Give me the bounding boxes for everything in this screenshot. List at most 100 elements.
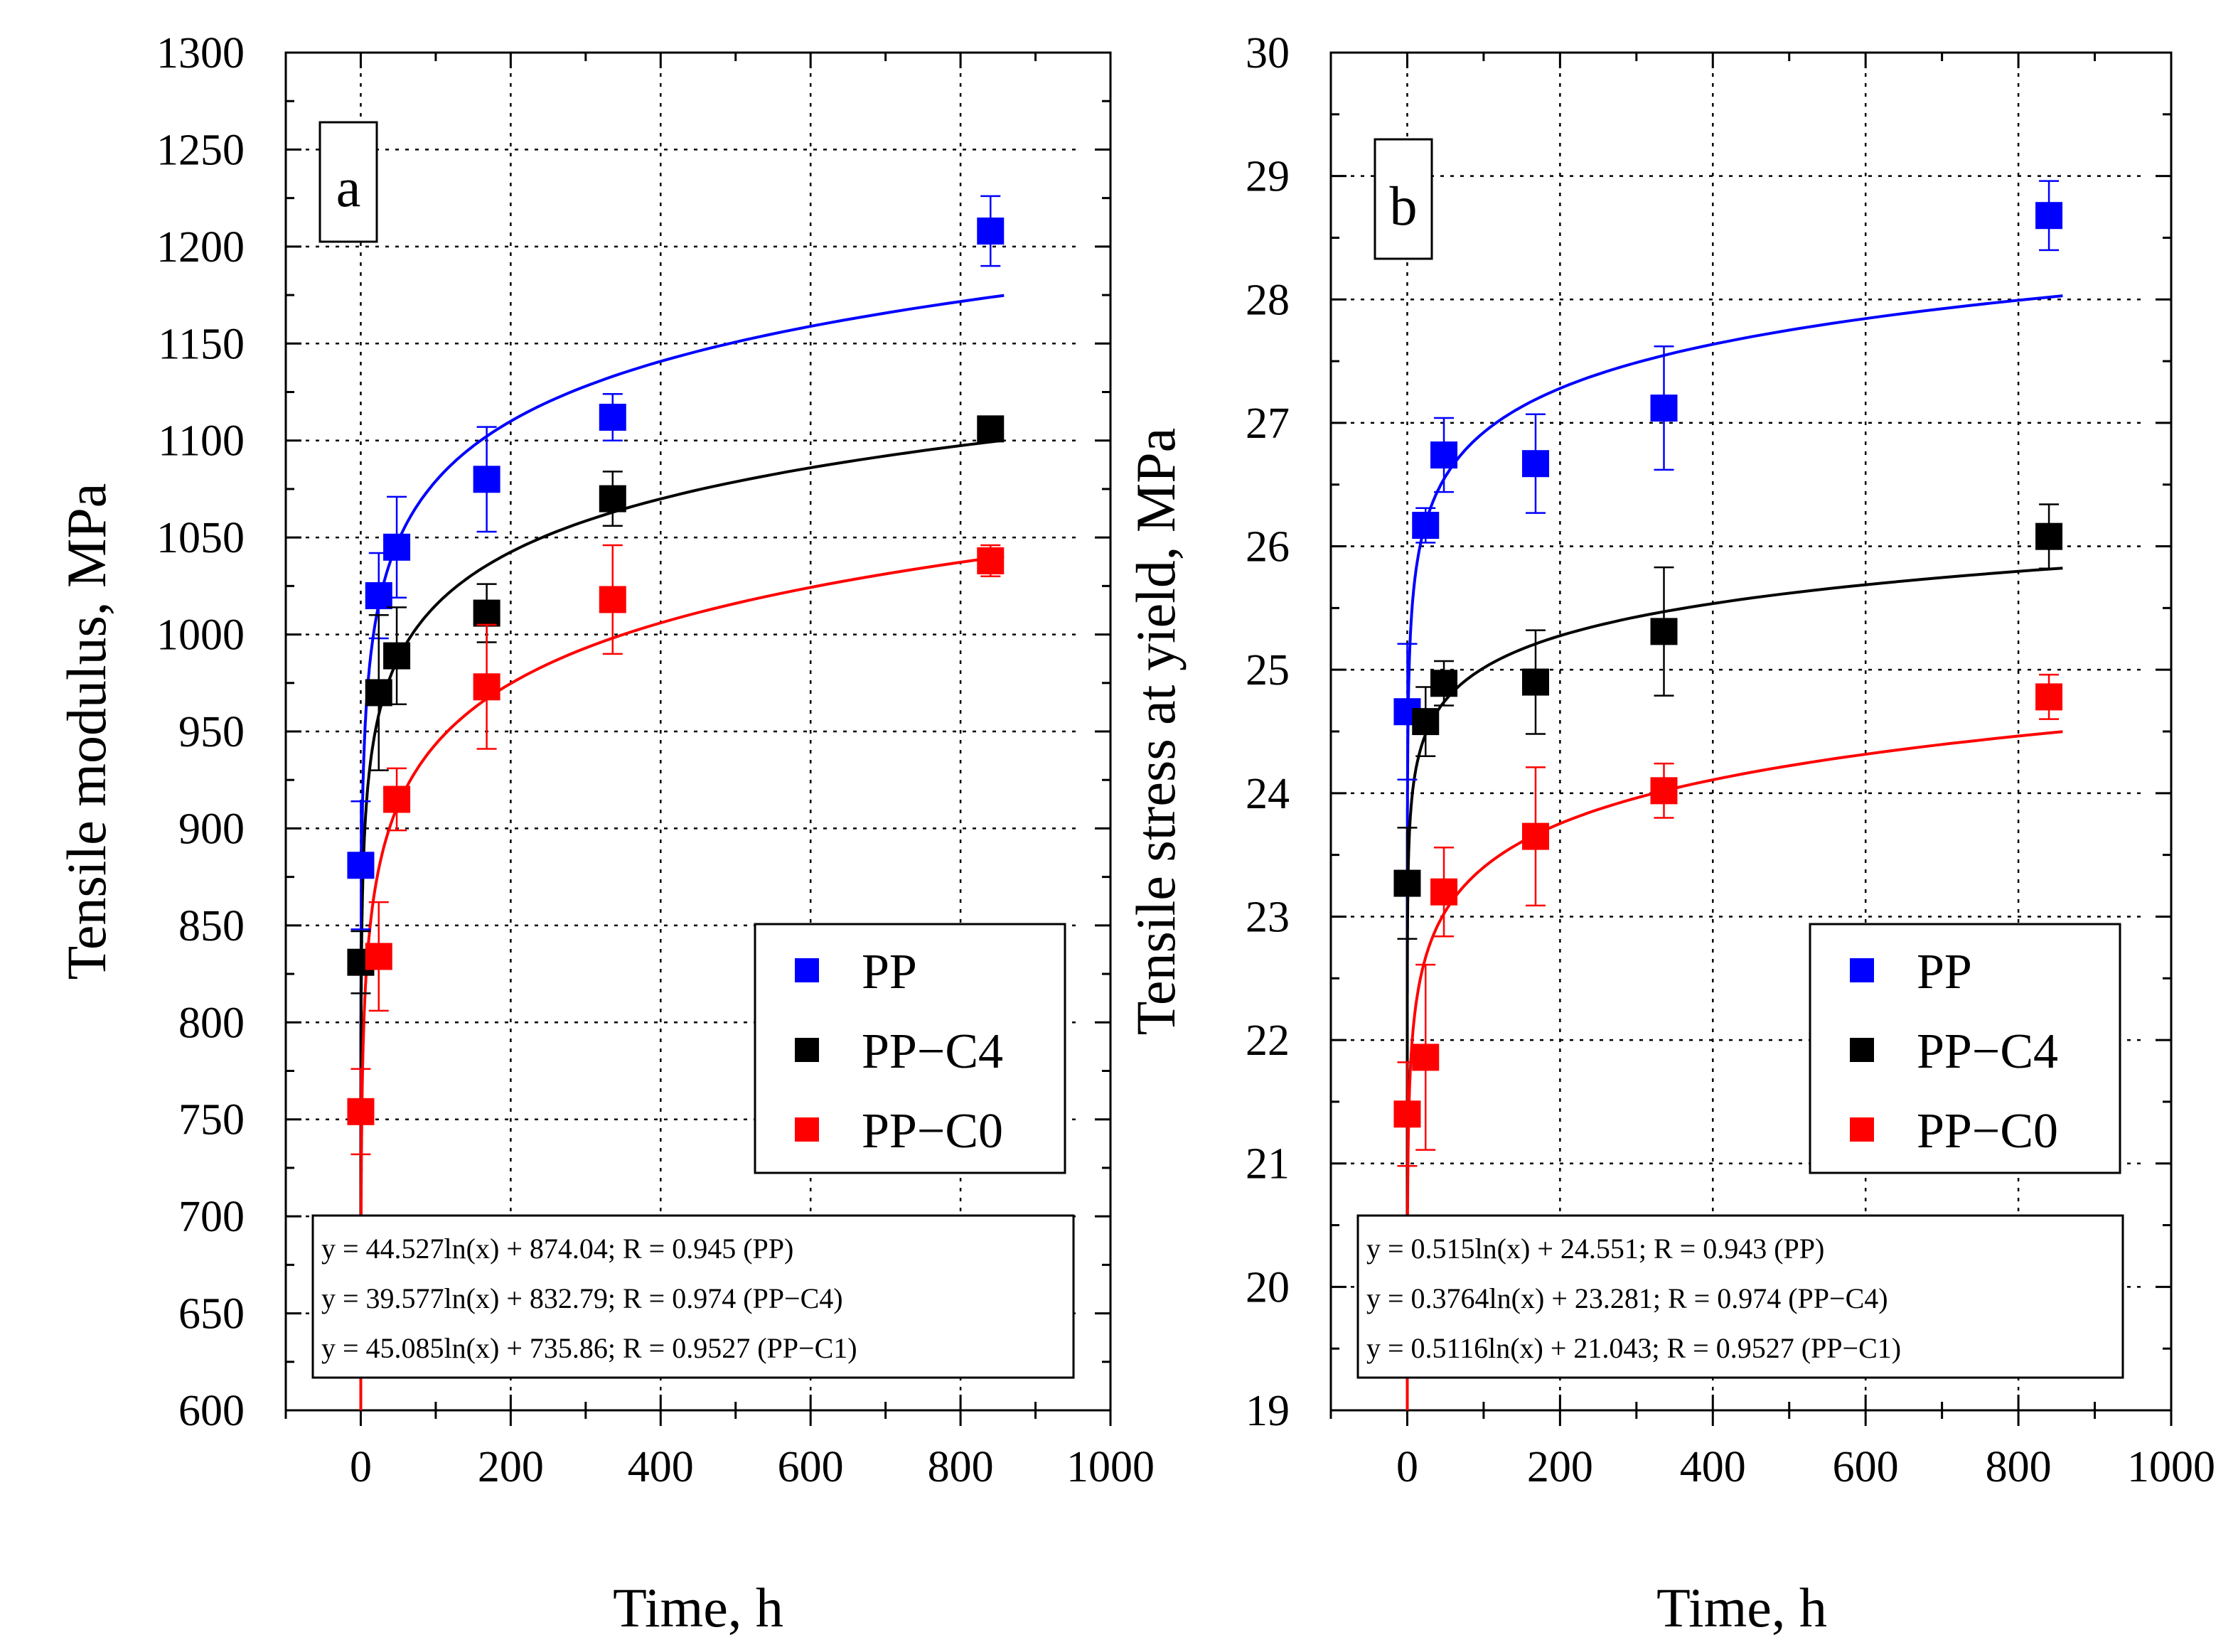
data-point xyxy=(1521,822,1549,850)
data-point xyxy=(383,785,411,813)
y-tick-label: 600 xyxy=(178,1387,245,1435)
gridlines xyxy=(286,53,1082,1410)
data-point xyxy=(1430,441,1458,469)
data-point xyxy=(1650,777,1678,805)
x-tick-label: 1000 xyxy=(1066,1443,1155,1491)
data-point xyxy=(1412,708,1440,736)
panel-label-box: b xyxy=(1374,138,1433,260)
data-point xyxy=(383,533,411,561)
y-tick-label: 800 xyxy=(178,999,245,1047)
y-tick-label: 30 xyxy=(1246,29,1290,77)
equation-box xyxy=(311,1214,1075,1379)
data-point xyxy=(599,586,626,613)
equations: y = 0.515ln(x) + 24.551; R = 0.943 (PP) y… xyxy=(1366,1233,1901,1364)
legend-swatch xyxy=(1850,1117,1874,1142)
axis-ticks: 600 650 700 750 800 850 900 950 1000 1050 1100 1150… xyxy=(156,29,1155,1491)
plot-frame xyxy=(1329,51,2173,1412)
y-axis-title: Tensile modulus, MPa xyxy=(55,483,117,980)
legend-swatch xyxy=(1850,958,1874,982)
y-tick-label: 750 xyxy=(178,1096,245,1144)
data-point xyxy=(977,415,1005,443)
y-tick-label: 1050 xyxy=(156,514,245,562)
y-tick-label: 22 xyxy=(1246,1017,1290,1065)
y-tick-label: 950 xyxy=(178,708,245,756)
legend-swatch xyxy=(795,958,819,982)
data-point xyxy=(1430,878,1458,906)
x-tick-label: 200 xyxy=(478,1443,544,1491)
x-tick-label: 800 xyxy=(928,1443,994,1491)
fit-equation: y = 39.577ln(x) + 832.79; R = 0.974 (PP−… xyxy=(321,1282,843,1314)
legend-swatch xyxy=(1850,1038,1874,1062)
data-point xyxy=(1521,450,1549,478)
fit-equation: y = 0.515ln(x) + 24.551; R = 0.943 (PP) xyxy=(1366,1233,1824,1265)
data-point xyxy=(1412,512,1440,540)
x-tick-label: 1000 xyxy=(2127,1443,2215,1491)
data-point xyxy=(347,1098,375,1125)
equations: y = 44.527ln(x) + 874.04; R = 0.945 (PP)… xyxy=(321,1233,857,1364)
legend: PP PP−C4 PP−C0 xyxy=(795,945,1003,1159)
fit-equation: y = 0.3764ln(x) + 23.281; R = 0.974 (PP−… xyxy=(1366,1282,1888,1314)
y-tick-label: 850 xyxy=(178,902,245,950)
x-tick-label: 400 xyxy=(1680,1443,1746,1491)
y-tick-label: 1200 xyxy=(156,223,245,272)
data-point xyxy=(1393,869,1421,897)
x-tick-label: 0 xyxy=(1396,1443,1418,1491)
data-point xyxy=(977,218,1005,245)
legend-label: PP−C4 xyxy=(1917,1024,2058,1079)
data-point xyxy=(1650,395,1678,422)
y-tick-label: 27 xyxy=(1246,399,1290,448)
data-point xyxy=(347,852,375,879)
data-marks xyxy=(347,195,1005,1156)
data-point xyxy=(2035,202,2063,230)
chart-panel-b: 19 20 21 22 23 24 25 26 27 28 29 30 0 200 400 600 800 100… xyxy=(1125,29,2215,1638)
panel-label: b xyxy=(1390,175,1418,237)
data-point xyxy=(1393,1100,1421,1128)
fit-equation: y = 45.085ln(x) + 735.86; R = 0.9527 (PP… xyxy=(321,1332,857,1364)
y-axis-title: Tensile stress at yield, MPa xyxy=(1125,428,1187,1036)
y-tick-label: 650 xyxy=(178,1290,245,1339)
data-point xyxy=(473,599,500,627)
legend-label: PP xyxy=(1917,945,1972,999)
data-point xyxy=(383,642,411,670)
y-tick-label: 29 xyxy=(1246,153,1290,201)
y-tick-label: 700 xyxy=(178,1193,245,1241)
y-tick-label: 1150 xyxy=(158,320,245,368)
legend-label: PP xyxy=(862,945,917,999)
legend-swatch xyxy=(795,1038,819,1062)
panel-label-box: a xyxy=(318,121,378,243)
x-tick-label: 0 xyxy=(350,1443,372,1491)
fit-equation: y = 44.527ln(x) + 874.04; R = 0.945 (PP) xyxy=(321,1233,793,1265)
y-tick-label: 26 xyxy=(1246,523,1290,572)
y-tick-label: 20 xyxy=(1246,1263,1290,1312)
legend-label: PP−C0 xyxy=(1917,1104,2058,1159)
y-tick-label: 23 xyxy=(1246,893,1290,941)
y-tick-label: 900 xyxy=(178,805,245,853)
data-point xyxy=(1430,670,1458,697)
data-point xyxy=(599,403,626,431)
data-point xyxy=(599,485,626,513)
x-tick-label: 800 xyxy=(1986,1443,2052,1491)
gridlines xyxy=(1331,53,2143,1410)
panel-label: a xyxy=(336,156,361,218)
data-point xyxy=(473,673,500,701)
y-tick-label: 24 xyxy=(1246,770,1290,818)
x-tick-label: 600 xyxy=(778,1443,844,1491)
y-tick-label: 1250 xyxy=(156,126,245,174)
y-tick-label: 19 xyxy=(1246,1387,1290,1435)
legend: PP PP−C4 PP−C0 xyxy=(1850,945,2058,1159)
x-axis-title: Time, h xyxy=(1656,1577,1827,1638)
data-point xyxy=(2035,522,2063,550)
data-point xyxy=(2035,683,2063,711)
data-point xyxy=(1650,618,1678,645)
y-tick-label: 21 xyxy=(1246,1140,1290,1189)
x-tick-label: 200 xyxy=(1527,1443,1593,1491)
data-point xyxy=(473,466,500,493)
data-point xyxy=(365,943,392,970)
y-tick-label: 1100 xyxy=(158,417,245,466)
y-tick-label: 1300 xyxy=(156,29,245,77)
legend-label: PP−C0 xyxy=(862,1104,1003,1159)
legend-swatch xyxy=(795,1117,819,1142)
plot-frame xyxy=(284,51,1112,1412)
x-tick-label: 400 xyxy=(628,1443,694,1491)
equation-box xyxy=(1356,1214,2124,1379)
